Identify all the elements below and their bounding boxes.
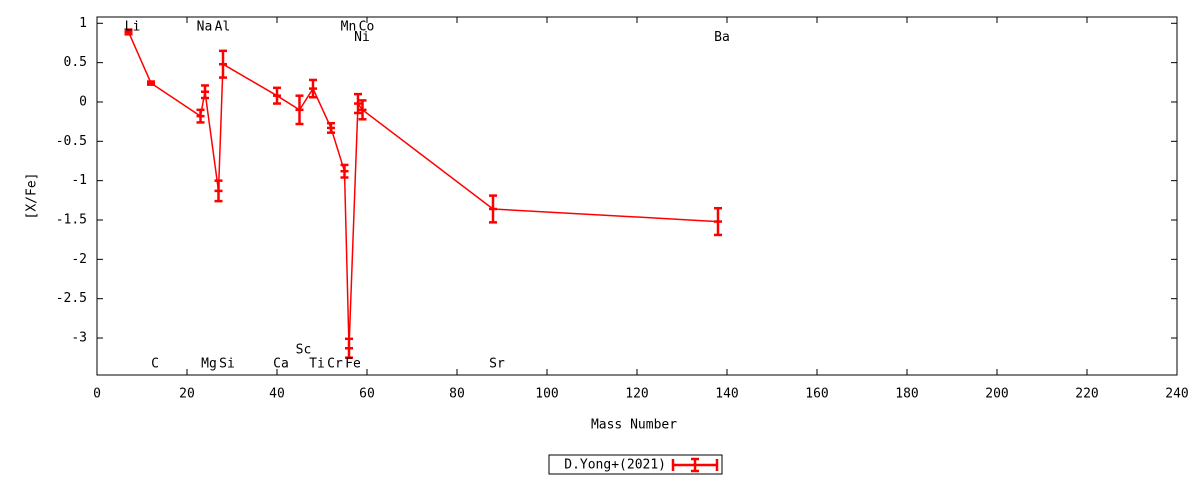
annotation: Ca [273, 356, 289, 371]
annotation: Sr [489, 356, 505, 371]
y-tick-label: -1 [71, 173, 87, 188]
x-tick-label: 120 [625, 387, 648, 402]
error-bar [354, 92, 362, 115]
annotation: Fe [345, 356, 361, 371]
y-tick-label: 0 [79, 94, 87, 109]
error-bar [714, 206, 722, 237]
error-bar [273, 86, 281, 105]
error-bar [201, 84, 209, 100]
y-tick-label: 1 [79, 16, 87, 31]
annotation: Ti [309, 356, 325, 371]
legend-box [548, 454, 723, 475]
annotation: C [151, 356, 159, 371]
x-tick-label: 160 [805, 387, 828, 402]
x-tick-label: 100 [535, 387, 558, 402]
error-bar [124, 28, 133, 36]
annotation: Al [215, 20, 231, 35]
legend-label: D.Yong+(2021) [564, 458, 666, 473]
y-tick-label: 0.5 [64, 55, 87, 70]
annotation: Na [197, 20, 213, 35]
annotation: Cr [327, 356, 343, 371]
x-axis-label: Mass Number [591, 418, 677, 433]
error-bar [489, 194, 497, 224]
y-tick-label: -3 [71, 331, 87, 346]
x-tick-label: 80 [449, 387, 465, 402]
error-bar [309, 78, 317, 99]
y-tick-label: -2 [71, 252, 87, 267]
y-axis-label: [X/Fe] [25, 173, 40, 220]
annotation: Ni [354, 30, 370, 45]
annotation: Li [125, 20, 141, 35]
error-bar [345, 337, 353, 359]
x-tick-label: 240 [1165, 387, 1188, 402]
y-tick-label: -1.5 [56, 212, 87, 227]
error-bar [358, 99, 367, 121]
series-line [127, 31, 719, 349]
annotation: Co [359, 20, 375, 35]
y-tick-label: -0.5 [56, 134, 87, 149]
x-tick-label: 0 [93, 387, 101, 402]
annotation: Ba [714, 30, 730, 45]
x-tick-label: 220 [1075, 387, 1098, 402]
x-tick-label: 200 [985, 387, 1008, 402]
annotation: Sc [296, 342, 312, 357]
error-bar [196, 108, 205, 124]
error-bar [295, 94, 304, 126]
error-bar [214, 179, 223, 203]
plot-frame [96, 16, 1178, 376]
annotation: Si [219, 356, 235, 371]
error-bar [147, 80, 155, 86]
error-bar [219, 49, 227, 79]
x-tick-label: 60 [359, 387, 375, 402]
y-tick-label: -2.5 [56, 291, 87, 306]
x-tick-label: 20 [179, 387, 195, 402]
error-bar [327, 121, 335, 134]
annotation: Mg [201, 356, 217, 371]
error-bar [340, 163, 349, 179]
x-tick-label: 40 [269, 387, 285, 402]
annotation: Mn [341, 20, 357, 35]
x-tick-label: 140 [715, 387, 738, 402]
x-tick-label: 180 [895, 387, 918, 402]
